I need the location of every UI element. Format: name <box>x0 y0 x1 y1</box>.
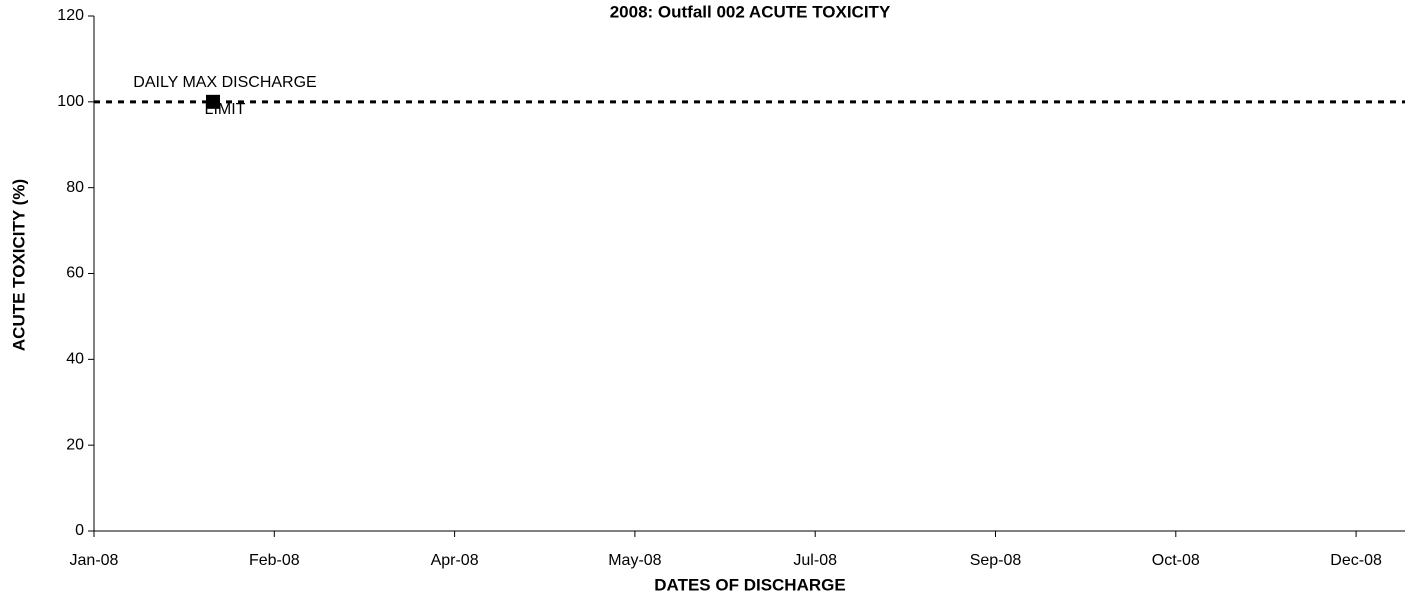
x-tick-label: Oct-08 <box>1152 552 1200 569</box>
limit-marker <box>206 94 220 109</box>
y-axis-label: ACUTE TOXICITY (%) <box>9 179 28 351</box>
y-tick-label: 20 <box>66 436 84 453</box>
y-tick-label: 40 <box>66 351 84 368</box>
x-tick-label: Jul-08 <box>793 552 837 569</box>
limit-label-line: DAILY MAX DISCHARGE <box>133 74 316 91</box>
y-tick-label: 80 <box>66 179 84 196</box>
x-tick-label: May-08 <box>608 552 661 569</box>
limit-label-line: LIMIT <box>205 101 246 118</box>
chart-title: 2008: Outfall 002 ACUTE TOXICITY <box>610 2 891 21</box>
y-tick-label: 100 <box>57 93 84 110</box>
x-tick-label: Feb-08 <box>249 552 300 569</box>
limit-label: DAILY MAX DISCHARGE LIMIT <box>133 74 316 118</box>
y-tick-label: 120 <box>57 7 84 24</box>
x-tick-label: Jan-08 <box>70 552 119 569</box>
x-tick-label: Dec-08 <box>1330 552 1382 569</box>
x-tick-label: Sep-08 <box>970 552 1022 569</box>
y-tick-label: 60 <box>66 265 84 282</box>
y-tick-label: 0 <box>75 522 84 539</box>
x-axis-label: DATES OF DISCHARGE <box>654 575 845 594</box>
x-tick-label: Apr-08 <box>431 552 479 569</box>
